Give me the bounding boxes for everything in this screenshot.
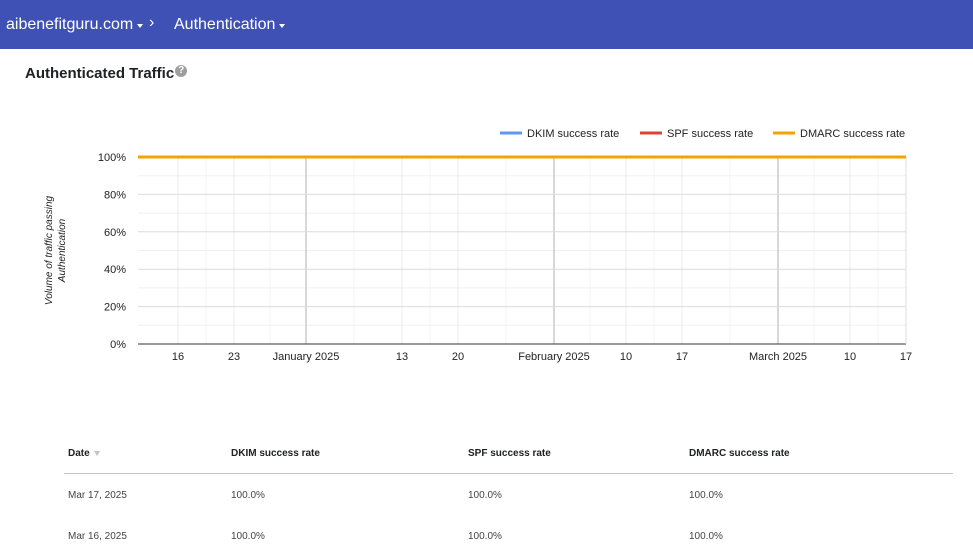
x-tick-label: 16 bbox=[172, 351, 184, 363]
sort-descending-icon bbox=[93, 450, 100, 456]
column-header-dmarc[interactable]: DMARC success rate bbox=[689, 448, 790, 459]
authenticated-traffic-chart: 0% 20% 40% 60% 80% 100% 16 23 January 2025 13 20 Fe… bbox=[44, 128, 912, 363]
legend-label: SPF success rate bbox=[667, 128, 753, 140]
section-selector[interactable]: Authentication bbox=[174, 16, 286, 34]
table-row: Mar 16, 2025 100.0% 100.0% 100.0% bbox=[64, 515, 953, 556]
caret-down-icon bbox=[137, 24, 144, 28]
legend-label: DMARC success rate bbox=[800, 128, 905, 140]
cell-spf: 100.0% bbox=[468, 490, 502, 501]
column-header-spf[interactable]: SPF success rate bbox=[468, 448, 551, 459]
x-tick-label: 17 bbox=[900, 351, 912, 363]
y-tick-label: 0% bbox=[110, 339, 126, 351]
top-app-bar: aibenefitguru.com › Authentication bbox=[0, 0, 973, 49]
x-tick-label: 17 bbox=[676, 351, 688, 363]
cell-dkim: 100.0% bbox=[231, 490, 265, 501]
y-tick-label: 20% bbox=[104, 302, 126, 314]
x-tick-label: February 2025 bbox=[518, 351, 590, 363]
domain-selector[interactable]: aibenefitguru.com bbox=[6, 16, 144, 34]
cell-spf: 100.0% bbox=[468, 531, 502, 542]
results-table: Date DKIM success rate SPF success rate … bbox=[64, 437, 953, 556]
x-tick-label: January 2025 bbox=[273, 351, 340, 363]
section-label: Authentication bbox=[174, 16, 276, 33]
y-tick-label: 60% bbox=[104, 227, 126, 239]
table-header: Date DKIM success rate SPF success rate … bbox=[64, 437, 953, 474]
y-axis-label: Volume of traffic passing Authentication bbox=[44, 196, 68, 306]
x-tick-label: March 2025 bbox=[749, 351, 807, 363]
y-tick-label: 100% bbox=[98, 152, 126, 164]
x-tick-label: 13 bbox=[396, 351, 408, 363]
domain-label: aibenefitguru.com bbox=[6, 16, 134, 33]
legend-label: DKIM success rate bbox=[527, 128, 619, 140]
x-tick-label: 20 bbox=[452, 351, 464, 363]
cell-dmarc: 100.0% bbox=[689, 531, 723, 542]
x-tick-label: 23 bbox=[228, 351, 240, 363]
x-tick-label: 10 bbox=[620, 351, 632, 363]
cell-date: Mar 17, 2025 bbox=[68, 490, 127, 501]
y-tick-label: 40% bbox=[104, 264, 126, 276]
table-row: Mar 17, 2025 100.0% 100.0% 100.0% bbox=[64, 474, 953, 515]
help-icon[interactable]: ? bbox=[175, 64, 188, 77]
y-tick-label: 80% bbox=[104, 189, 126, 201]
chart-card-title: Authenticated Traffic ? bbox=[25, 64, 188, 82]
cell-dmarc: 100.0% bbox=[689, 490, 723, 501]
page-title: Authenticated Traffic bbox=[25, 65, 175, 82]
cell-dkim: 100.0% bbox=[231, 531, 265, 542]
chevron-right-icon: › bbox=[149, 14, 155, 31]
cell-date: Mar 16, 2025 bbox=[68, 531, 127, 542]
column-header-label: Date bbox=[68, 448, 90, 459]
caret-down-icon bbox=[279, 24, 286, 28]
x-tick-label: 10 bbox=[844, 351, 856, 363]
column-header-date[interactable]: Date bbox=[68, 448, 100, 459]
column-header-dkim[interactable]: DKIM success rate bbox=[231, 448, 320, 459]
